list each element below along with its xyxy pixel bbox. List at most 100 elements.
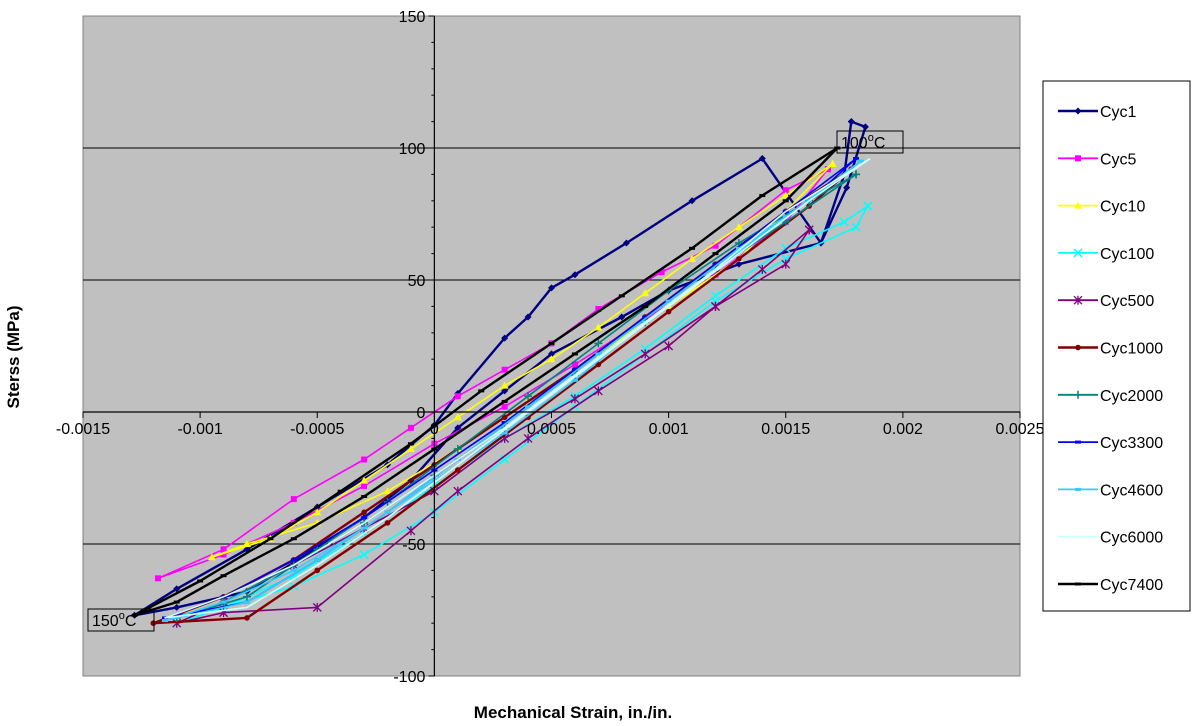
series-cyc10-point (734, 223, 743, 231)
series-cyc5-point (782, 187, 789, 194)
legend-entry-cyc6000: Cyc6000 (1058, 530, 1163, 547)
series-cyc1000-point (665, 308, 672, 315)
series-cyc1-point (843, 184, 851, 192)
series-cyc5-point (220, 551, 227, 558)
legend-cyc3300-point (1075, 440, 1081, 444)
series-cyc1-point (571, 271, 579, 279)
series-cyc100-point (863, 201, 873, 211)
legend-label: Cyc1000 (1100, 341, 1163, 358)
series-cyc10-point (207, 553, 216, 561)
series-cyc7400-point (173, 600, 180, 604)
series-cyc100-point (359, 550, 369, 560)
series-cyc500-point (593, 386, 603, 396)
legend-entry-cyc10: Cyc10 (1058, 199, 1145, 216)
legend: Cyc1 Cyc5 Cyc10 Cyc100 Cyc500 Cyc1000 Cyc2000 C… (1042, 80, 1191, 612)
series-cyc1000-point (150, 620, 157, 626)
legend-entry-cyc500: Cyc500 (1058, 293, 1154, 310)
series-cyc5-point (501, 366, 508, 373)
series-cyc7400-point (782, 199, 789, 203)
series-cyc2000-point (453, 444, 462, 453)
series-cyc10-point (360, 476, 369, 484)
series-cyc7400-point (689, 246, 696, 250)
series-cyc3300-point (642, 315, 649, 319)
series-cyc10-point (383, 487, 392, 495)
legend-cyc100-point (1073, 248, 1083, 258)
series-cyc500-point (711, 301, 720, 311)
series-cyc100-point (710, 291, 721, 301)
series-cyc10-point (242, 540, 251, 547)
series-cyc500-point (640, 349, 650, 359)
legend-cyc10-point (1074, 201, 1082, 209)
x-tick-label: 0.0015 (761, 421, 810, 438)
series-cyc4600-point (857, 159, 864, 163)
series-cyc10-point (453, 413, 462, 421)
series-cyc500-point (570, 394, 580, 404)
legend-cyc1000-point (1075, 344, 1081, 351)
legend-label: Cyc10 (1100, 199, 1145, 216)
series-cyc7400-point (618, 294, 625, 298)
series-cyc1-point (688, 197, 696, 205)
series-cyc7400-point (478, 389, 485, 393)
series-cyc7400-point (267, 537, 274, 541)
series-cyc3300-point (361, 516, 368, 520)
series-cyc500-point (523, 433, 533, 443)
series-cyc5-point (571, 361, 578, 368)
series-cyc2000-point (594, 339, 603, 348)
series-cyc5-point (290, 496, 297, 503)
series-cyc10-point (500, 381, 509, 389)
series-cyc5-point (154, 575, 161, 582)
series-cyc10-point (828, 159, 837, 167)
series-cyc4600-point (665, 299, 672, 303)
x-tick-label: 0.0025 (996, 421, 1045, 438)
legend-label: Cyc4600 (1100, 482, 1163, 499)
legend-entry-cyc3300: Cyc3300 (1058, 435, 1163, 452)
series-cyc1000-point (501, 414, 508, 421)
series-cyc100-point (839, 217, 849, 227)
series-cyc2000-point (242, 592, 251, 601)
series-cyc10-point (781, 191, 790, 199)
series-cyc4600-point (243, 600, 250, 604)
series-cyc7400-point (571, 352, 578, 356)
series-cyc1000-point (384, 520, 391, 526)
series-cyc4600-point (361, 526, 368, 530)
series-cyc1-point (173, 603, 181, 611)
series-cyc100-point (500, 454, 510, 465)
series-cyc1000-point (361, 509, 367, 516)
series-cyc1000-point (244, 615, 250, 621)
legend-entry-cyc7400: Cyc7400 (1058, 577, 1163, 594)
series-cyc1-point (735, 260, 743, 268)
y-tick-label: -50 (402, 537, 425, 554)
temperature-label-text: 150oC (92, 610, 136, 630)
series-cyc100-point (851, 222, 861, 232)
series-cyc1-point (618, 313, 626, 321)
series-cyc3300-point (501, 421, 508, 425)
x-tick-label: -0.001 (177, 421, 222, 438)
legend-entry-cyc5: Cyc5 (1058, 151, 1137, 168)
series-cyc5-point (454, 393, 461, 400)
legend-entry-cyc1000: Cyc1000 (1058, 341, 1163, 358)
temperature-label-box (87, 608, 155, 632)
series-cyc6000 (164, 157, 871, 619)
x-tick-label: 0 (430, 421, 439, 438)
series-cyc10-point (313, 508, 322, 516)
y-tick-label: 0 (416, 405, 425, 422)
series-cyc7400-point (642, 304, 649, 308)
legend-entry-cyc2000: Cyc2000 (1058, 388, 1163, 405)
series-cyc7400-point (712, 252, 719, 256)
series-cyc5-point (220, 546, 227, 553)
series-cyc4600-point (525, 405, 532, 409)
series-cyc1-point (524, 313, 532, 321)
temperature-label: 100oC (836, 130, 904, 154)
series-cyc10-point (406, 444, 415, 452)
series-cyc1-point (548, 350, 555, 358)
series-cyc4600-point (782, 215, 789, 219)
legend-entry-cyc4600: Cyc4600 (1058, 482, 1163, 499)
series-cyc7400-point (290, 537, 297, 541)
series-cyc5-point (501, 403, 508, 410)
series-cyc1000-point (314, 567, 321, 574)
series-cyc7400-point (337, 489, 344, 493)
temperature-label-box (836, 130, 904, 154)
series-cyc7400-point (220, 574, 227, 578)
series-cyc5-point (712, 242, 719, 249)
